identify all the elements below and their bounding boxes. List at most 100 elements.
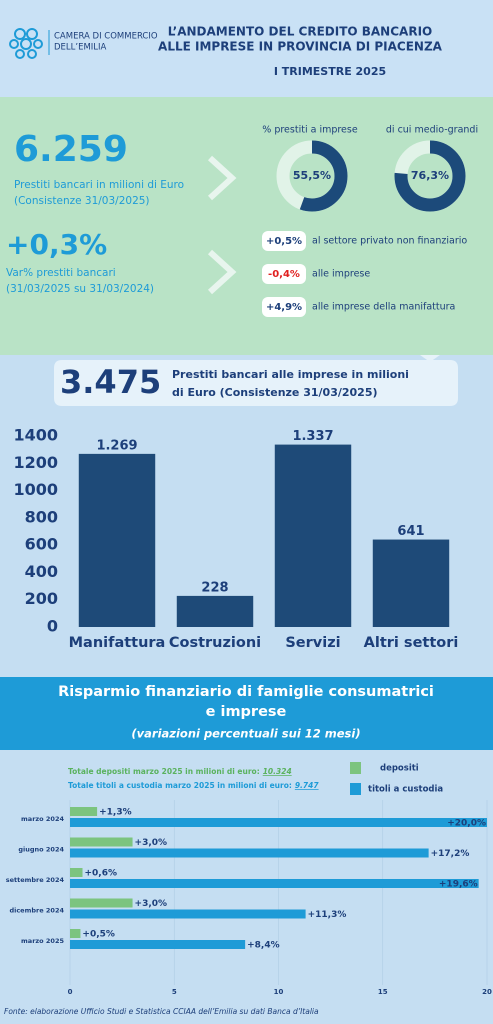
value-label: +3,0%	[135, 838, 168, 848]
badge-value: -0,4%	[268, 269, 300, 280]
badge	[262, 297, 306, 317]
annotation-value: 10.324	[263, 767, 292, 776]
value-label: +8,4%	[247, 941, 280, 951]
value-label: +17,2%	[431, 849, 470, 859]
y-tick-label: dicembre 2024	[9, 907, 64, 915]
badge	[262, 231, 306, 251]
bar	[70, 868, 83, 877]
donut-label: 76,3%	[411, 169, 449, 182]
arrow	[207, 249, 237, 295]
kpi-note: (31/03/2025 su 31/03/2024)	[6, 283, 154, 295]
donut-arc	[394, 140, 466, 212]
bar	[70, 898, 133, 908]
value-label: +11,3%	[308, 910, 347, 920]
y-tick-label: 200	[25, 589, 58, 608]
bar	[70, 909, 306, 919]
callout-tip	[420, 355, 440, 362]
x-tick-label: 0	[68, 988, 73, 996]
source: Fonte: elaborazione Ufficio Studi e Stat…	[4, 1007, 319, 1016]
logo-text: DELL’EMILIA	[54, 43, 107, 53]
savings-title: e imprese	[206, 704, 287, 720]
y-tick-label: 1200	[13, 453, 58, 472]
annotation: Totale titoli a custodia marzo 2025 in m…	[68, 781, 319, 790]
callout-box	[54, 360, 458, 406]
y-tick-label: 600	[25, 535, 58, 554]
value-label: 1.269	[96, 438, 137, 453]
annotation-text: Totale titoli a custodia marzo 2025 in m…	[68, 781, 292, 790]
badge	[262, 264, 306, 284]
bar	[70, 848, 429, 858]
y-tick-label: 400	[25, 562, 58, 581]
kpi-label: Prestiti bancari in milioni di Euro	[14, 179, 184, 191]
legend-label: titoli a custodia	[368, 785, 443, 795]
badge-value: +4,9%	[266, 302, 302, 313]
bar	[70, 929, 81, 938]
y-tick-label: 1000	[13, 480, 58, 499]
bar	[70, 818, 487, 827]
bar	[176, 595, 254, 627]
bar	[78, 453, 156, 627]
bar	[70, 807, 98, 816]
kpi-section	[0, 97, 493, 355]
arrow	[207, 155, 237, 201]
x-tick-label: 10	[274, 988, 284, 996]
y-tick-label: 800	[25, 507, 58, 526]
y-tick-label: giugno 2024	[18, 846, 64, 854]
kpi-label: Var% prestiti bancari	[6, 267, 116, 279]
value-label: 641	[397, 524, 424, 539]
kpi-value: +0,3%	[6, 228, 107, 261]
x-tick-label: Manifattura	[69, 635, 166, 651]
bar	[372, 539, 450, 627]
value-label: +3,0%	[135, 899, 168, 909]
y-tick-label: marzo 2024	[21, 815, 64, 823]
y-tick-label: marzo 2025	[21, 937, 64, 945]
legend-swatch	[350, 783, 361, 795]
savings-band	[0, 677, 493, 750]
value-label: +19,6%	[439, 880, 478, 890]
x-tick-label: Costruzioni	[169, 635, 261, 651]
callout-value: 3.475	[60, 363, 161, 401]
x-tick-label: Altri settori	[364, 635, 459, 651]
badge-label: alle imprese	[312, 269, 370, 280]
badge-label: al settore privato non finanziario	[312, 236, 467, 247]
callout-label: Prestiti bancari alle imprese in milioni	[172, 368, 409, 381]
bar	[274, 444, 352, 627]
kpi-note: (Consistenze 31/03/2025)	[14, 195, 150, 207]
x-tick-label: 20	[482, 988, 492, 996]
donut-title: di cui medio-grandi	[386, 125, 478, 136]
x-tick-label: Servizi	[285, 635, 340, 651]
title: L’ANDAMENTO DEL CREDITO BANCARIO	[168, 25, 432, 39]
y-tick-label: settembre 2024	[6, 876, 65, 884]
bar	[70, 837, 133, 847]
legend-label: depositi	[380, 764, 419, 774]
donut-arc	[276, 140, 348, 212]
x-tick-label: 5	[172, 988, 177, 996]
value-label: +0,6%	[85, 869, 118, 879]
badge-value: +0,5%	[266, 236, 302, 247]
value-label: +1,3%	[99, 808, 132, 818]
logo-icon	[9, 28, 43, 59]
value-label: 1.337	[292, 429, 333, 444]
kpi-value: 6.259	[14, 129, 128, 170]
annotation-text: Totale depositi marzo 2025 in milioni di…	[68, 767, 260, 776]
value-label: +20,0%	[447, 819, 486, 829]
savings-subtitle: (variazioni percentuali sui 12 mesi)	[131, 727, 360, 741]
donut-label: 55,5%	[293, 169, 331, 182]
annotation: Totale depositi marzo 2025 in milioni di…	[68, 767, 292, 776]
bar	[70, 940, 246, 949]
badge-label: alle imprese della manifattura	[312, 302, 455, 313]
logo-text: CAMERA DI COMMERCIO	[54, 32, 158, 42]
title: ALLE IMPRESE IN PROVINCIA DI PIACENZA	[158, 40, 443, 54]
header-bg	[0, 0, 493, 97]
y-tick-label: 1400	[13, 426, 58, 445]
y-tick-label: 0	[47, 617, 58, 636]
savings-title: Risparmio finanziario di famiglie consum…	[58, 684, 434, 700]
value-label: 228	[201, 580, 228, 595]
bar	[70, 879, 479, 888]
callout-label: di Euro (Consistenze 31/03/2025)	[172, 386, 378, 399]
period: I TRIMESTRE 2025	[274, 65, 386, 78]
value-label: +0,5%	[82, 930, 115, 940]
x-tick-label: 15	[378, 988, 388, 996]
donut-title: % prestiti a imprese	[262, 125, 358, 136]
